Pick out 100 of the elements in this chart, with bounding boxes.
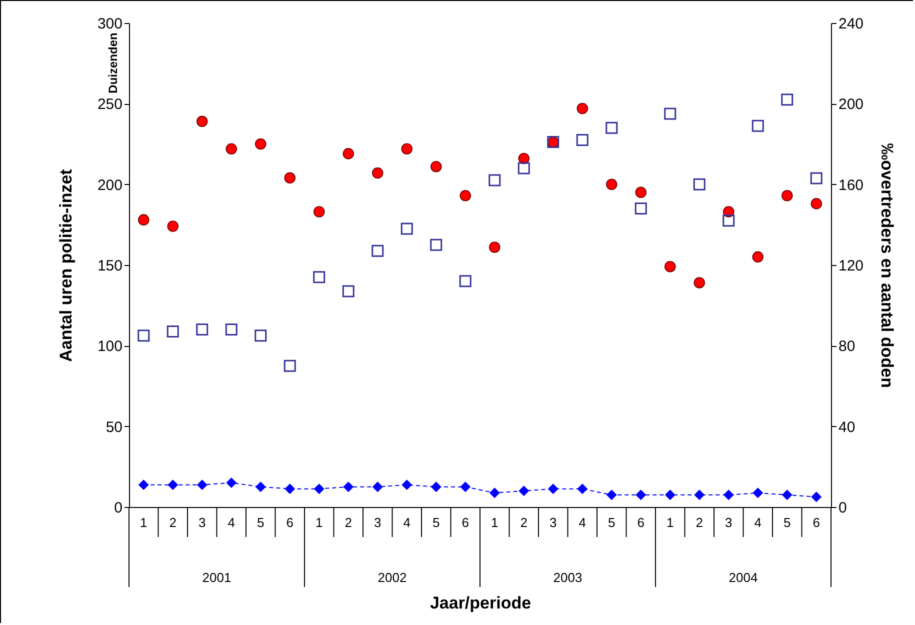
point [255,482,266,492]
point [664,490,676,500]
x-tick-label: 2 [169,515,176,530]
y2-tick-label: 240 [838,16,864,32]
point [196,480,208,490]
point [343,482,354,492]
point [196,116,208,128]
x-tick-label: 3 [374,515,382,530]
point [606,122,618,134]
point [577,484,588,494]
point [781,94,794,106]
point [284,484,296,494]
point [722,214,735,227]
x-tick-label: 2 [696,515,703,530]
point [810,198,822,210]
point [430,238,442,251]
point [313,206,325,218]
point [752,120,764,132]
x-tick-label: 4 [754,515,762,530]
x-tick-label: 4 [228,515,235,530]
y-tick-label: 0 [114,500,122,516]
point [254,138,266,150]
point [810,172,822,184]
point [314,484,324,494]
point [811,492,822,502]
point [313,271,326,284]
x-tick-label: 6 [286,515,294,530]
x-tick-label: 5 [784,515,791,530]
x-tick-label: 4 [403,515,410,530]
point [284,172,296,184]
point [226,143,238,154]
point [723,490,734,500]
y-tick-label: 50 [106,418,122,436]
x-tick-label: 3 [198,515,206,530]
point [342,148,354,160]
x-tick-label: 1 [316,515,323,530]
x-tick-label: 6 [812,515,820,530]
point [226,478,237,488]
x-tick-label: 1 [140,515,148,530]
point [752,488,764,498]
x-tick-label: 6 [462,515,469,530]
point [225,324,238,336]
point [372,482,383,492]
point [460,482,471,492]
x-tick-label: 6 [637,515,644,530]
point [138,330,150,342]
point [168,480,178,490]
point [166,326,179,338]
x-tick-label: 4 [578,515,586,530]
point [694,277,706,288]
point [372,244,384,257]
y-tick-label: 100 [97,338,122,356]
point [138,480,149,490]
x-tick-label: 5 [257,515,264,530]
point [548,484,558,494]
x-tick-label: 3 [550,515,557,530]
x-tick-label: 5 [432,515,440,530]
point [196,324,208,336]
y-tick-label: 300 [97,16,122,32]
point [576,134,588,146]
x-axis-title: Jaar/periode [430,594,532,612]
point [606,178,618,190]
y2-tick-label: 0 [838,500,847,516]
y-tick-label: 150 [97,258,122,274]
y2-tick-label: 200 [838,96,864,114]
point [518,162,530,174]
point [635,186,647,198]
point [664,260,676,272]
point [693,178,706,190]
text: 2001 [202,570,232,585]
x-tick-label: 3 [725,515,732,530]
point [167,220,179,232]
y2-tick-label: 80 [838,338,856,356]
point [342,285,354,298]
point [138,214,150,226]
text: Duizenden [106,32,120,94]
y-tick-label: 250 [97,96,122,114]
point [254,330,267,342]
point [781,190,793,202]
point [402,480,412,490]
point [576,102,588,114]
y2-tick-label: 40 [838,418,856,436]
x-tick-label: 2 [344,515,352,530]
x-tick-label: 5 [608,515,616,530]
point [636,490,646,500]
x-tick-label: 1 [491,515,498,530]
point [782,490,792,500]
point [518,486,530,496]
point [430,160,442,172]
y-tick-label: 200 [97,176,122,194]
text: 2002 [378,570,407,585]
point [460,190,472,202]
text: 2004 [728,570,758,585]
point [401,143,413,154]
point [488,242,500,253]
x-tick-label: 2 [520,515,528,530]
point [459,275,472,288]
point [634,202,647,215]
x-tick-label: 1 [666,515,674,530]
y2-tick-label: 160 [838,176,864,194]
